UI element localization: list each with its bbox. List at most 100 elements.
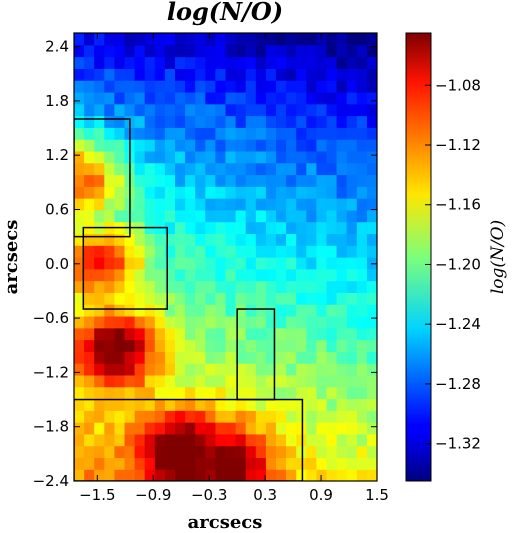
heatmap-cell	[356, 386, 368, 400]
heatmap-cell	[94, 433, 105, 447]
heatmap-cell	[74, 80, 85, 93]
heatmap-cell	[94, 56, 105, 69]
heatmap-cell	[296, 91, 307, 105]
heatmap-cell	[104, 351, 115, 364]
heatmap-cell	[326, 162, 338, 176]
heatmap-cell	[346, 386, 358, 400]
heatmap-cell	[144, 103, 156, 117]
heatmap-cell	[245, 422, 257, 435]
heatmap-cell	[255, 363, 267, 376]
heatmap-cell	[134, 68, 146, 81]
heatmap-cell	[296, 209, 307, 223]
heatmap-cell	[346, 339, 358, 352]
heatmap-cell	[164, 103, 176, 117]
heatmap-cell	[356, 257, 368, 270]
heatmap-cell	[144, 469, 156, 481]
heatmap-cell	[215, 115, 227, 128]
heatmap-cell	[74, 68, 85, 81]
heatmap-cell	[164, 186, 176, 199]
heatmap-cell	[84, 198, 95, 211]
heatmap-cell	[215, 433, 227, 447]
heatmap-cell	[215, 339, 227, 352]
heatmap-cell	[84, 304, 95, 317]
heatmap-cell	[265, 363, 277, 376]
heatmap-cell	[346, 221, 358, 235]
heatmap-cell	[134, 174, 146, 187]
heatmap-cell	[276, 433, 287, 447]
heatmap-cell	[316, 410, 328, 423]
heatmap-cell	[235, 174, 247, 187]
heatmap-cell	[346, 139, 358, 152]
heatmap-cell	[74, 257, 85, 270]
heatmap-cell	[104, 280, 115, 293]
heatmap-cell	[245, 457, 257, 470]
heatmap-cell	[134, 327, 146, 341]
heatmap-cell	[296, 469, 307, 481]
heatmap-cell	[276, 174, 287, 187]
heatmap-cell	[154, 280, 166, 293]
heatmap-cell	[84, 351, 95, 364]
heatmap-cell	[185, 44, 196, 58]
heatmap-cell	[336, 127, 348, 140]
heatmap-cell	[84, 80, 95, 93]
heatmap-cell	[326, 186, 338, 199]
heatmap-cell	[134, 280, 146, 293]
heatmap-cell	[306, 327, 317, 341]
heatmap-cell	[114, 351, 126, 364]
heatmap-cell	[356, 209, 368, 223]
heatmap-cell	[286, 327, 297, 341]
heatmap-cell	[175, 139, 186, 152]
heatmap-cell	[356, 280, 368, 293]
heatmap-cell	[124, 80, 136, 93]
heatmap-cell	[74, 304, 85, 317]
heatmap-cell	[104, 80, 115, 93]
heatmap-cell	[84, 127, 95, 140]
heatmap-cell	[276, 103, 287, 117]
heatmap-cell	[134, 292, 146, 305]
heatmap-cell	[366, 292, 377, 305]
heatmap-cell	[195, 292, 206, 305]
heatmap-cell	[296, 268, 307, 282]
heatmap-cell	[316, 174, 328, 187]
heatmap-cell	[134, 410, 146, 423]
heatmap-cell	[84, 469, 95, 481]
heatmap-cell	[225, 280, 237, 293]
heatmap-cell	[296, 445, 307, 459]
heatmap-cell	[175, 186, 186, 199]
heatmap-cell	[74, 198, 85, 211]
heatmap-cell	[225, 80, 237, 93]
heatmap-cell	[276, 374, 287, 388]
heatmap-cell	[215, 162, 227, 176]
colorbar-tick-label: −1.20	[435, 255, 481, 273]
heatmap-cell	[104, 268, 115, 282]
heatmap-cell	[235, 410, 247, 423]
heatmap-cell	[265, 162, 277, 176]
heatmap-cell	[144, 186, 156, 199]
heatmap-cell	[245, 327, 257, 341]
heatmap-cell	[104, 127, 115, 140]
heatmap-cell	[245, 56, 257, 69]
heatmap-cell	[215, 315, 227, 329]
heatmap-cell	[265, 257, 277, 270]
heatmap-cell	[195, 398, 206, 411]
heatmap-cell	[306, 198, 317, 211]
heatmap-cell	[316, 245, 328, 258]
heatmap-cell	[235, 351, 247, 364]
heatmap-cell	[265, 139, 277, 152]
heatmap-cell	[94, 445, 105, 459]
heatmap-cell	[336, 198, 348, 211]
heatmap-cell	[336, 221, 348, 235]
heatmap-cell	[306, 44, 317, 58]
heatmap-cell	[104, 56, 115, 69]
heatmap-cell	[286, 68, 297, 81]
heatmap-cell	[286, 103, 297, 117]
heatmap-cell	[175, 363, 186, 376]
heatmap-cell	[316, 386, 328, 400]
heatmap-cell	[255, 327, 267, 341]
heatmap-cell	[94, 139, 105, 152]
heatmap-cell	[134, 80, 146, 93]
heatmap-cell	[104, 363, 115, 376]
heatmap-cell	[154, 139, 166, 152]
heatmap-cell	[175, 398, 186, 411]
heatmap-cell	[215, 268, 227, 282]
